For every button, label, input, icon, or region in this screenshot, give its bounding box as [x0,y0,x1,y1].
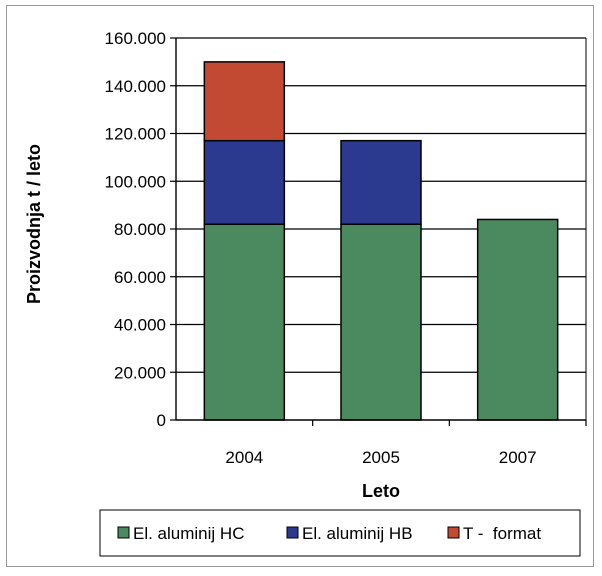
y-tick-label: 0 [157,411,166,430]
axes [170,37,587,426]
y-tick-label: 120.000 [105,125,166,144]
x-axis-title: Leto [362,481,400,501]
bar-segment [203,139,286,225]
legend-label: T - format [463,524,541,543]
legend: El. aluminij HC El. aluminij HB T - format [99,509,581,557]
y-axis-title: Proizvodnja t / leto [24,144,44,304]
bars [203,61,559,421]
legend-swatch [447,526,460,539]
x-tick-labels: 2004 2005 2007 [225,448,536,467]
y-tick-label: 160.000 [105,29,166,48]
bar-segment [340,223,422,421]
legend-box [99,509,581,557]
y-tick-label: 20.000 [114,363,166,382]
bar-segment [203,61,286,142]
legend-label: El. aluminij HC [133,524,244,543]
y-tick-label: 40.000 [114,316,166,335]
x-tick-label: 2005 [362,448,400,467]
y-tick-label: 80.000 [114,220,166,239]
y-tick-labels: 0 20.000 40.000 60.000 80.000 100.000 120.000 1… [105,29,166,430]
bar-segment [476,218,559,421]
x-tick-label: 2007 [499,448,537,467]
bar-segment [203,223,286,421]
y-tick-label: 140.000 [105,77,166,96]
y-tick-label: 60.000 [114,268,166,287]
y-tick-label: 100.000 [105,172,166,191]
x-tick-label: 2004 [225,448,263,467]
legend-label: El. aluminij HB [302,524,413,543]
bar-segment [340,139,422,225]
legend-swatch [286,526,299,539]
legend-swatch [117,526,130,539]
